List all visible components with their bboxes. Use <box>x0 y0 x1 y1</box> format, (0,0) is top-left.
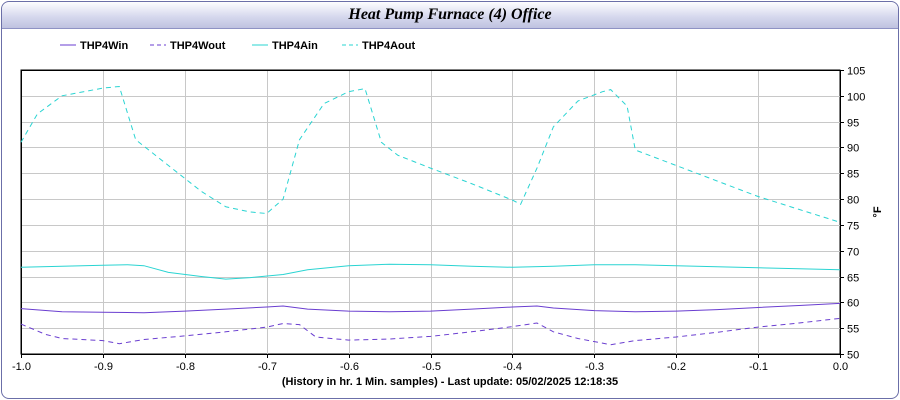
y-tick-label: 100 <box>847 92 865 104</box>
legend-label-thp4win: THP4Win <box>80 40 128 52</box>
x-tick-label: -0.7 <box>258 361 277 373</box>
x-tick-label: -1.0 <box>12 361 31 373</box>
y-tick-label: 90 <box>847 143 859 155</box>
y-tick-label: 80 <box>847 195 859 207</box>
legend: THP4Win THP4Wout THP4Ain THP4Aout <box>60 40 416 52</box>
y-tick-label: 75 <box>847 221 859 233</box>
x-tick-label: -0.4 <box>503 361 522 373</box>
x-tick-label: 0.0 <box>833 361 848 373</box>
series-lines <box>20 85 841 346</box>
legend-label-thp4wout: THP4Wout <box>170 40 226 52</box>
legend-label-thp4aout: THP4Aout <box>362 40 416 52</box>
series-line-thp4wout <box>20 317 841 346</box>
y-tick-label: 55 <box>847 324 859 336</box>
y-axis-label: °F <box>872 206 884 217</box>
x-tick-label: -0.2 <box>667 361 686 373</box>
x-tick-label: -0.3 <box>585 361 604 373</box>
plot-border <box>21 70 841 355</box>
x-tick-label: -0.1 <box>749 361 768 373</box>
series-line-thp4win <box>20 302 841 314</box>
title-bar: Heat Pump Furnace (4) Office <box>2 2 898 29</box>
chart-title: Heat Pump Furnace (4) Office <box>348 6 552 23</box>
x-tick-label: -0.8 <box>176 361 195 373</box>
series-line-thp4aout <box>20 85 841 223</box>
y-tick-label: 85 <box>847 169 859 181</box>
x-tick-label: -0.9 <box>94 361 113 373</box>
plot-area <box>20 69 841 355</box>
x-axis-label: (History in hr. 1 Min. samples) - Last u… <box>281 376 619 388</box>
y-tick-label: 70 <box>847 247 859 259</box>
y-tick-label: 50 <box>847 350 859 362</box>
y-tick-label: 65 <box>847 273 859 285</box>
y-tick-label: 105 <box>847 66 865 78</box>
legend-label-thp4ain: THP4Ain <box>272 40 318 52</box>
series-line-thp4ain <box>20 263 841 280</box>
x-tick-label: -0.5 <box>422 361 441 373</box>
grid <box>20 69 841 355</box>
x-tick-label: -0.6 <box>340 361 359 373</box>
y-tick-label: 95 <box>847 118 859 130</box>
axes: -1.0 -0.9 -0.8 -0.7 -0.6 -0.5 -0.4 -0.3 -0.2 -0.1… <box>12 66 884 374</box>
y-tick-label: 60 <box>847 298 859 310</box>
